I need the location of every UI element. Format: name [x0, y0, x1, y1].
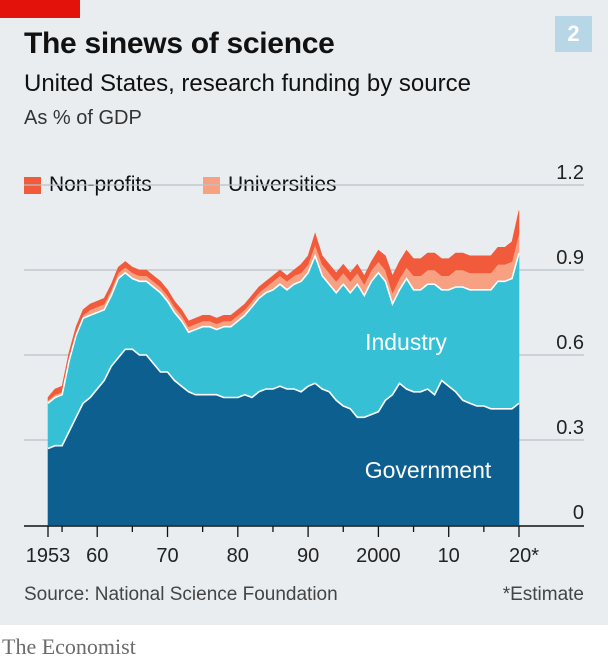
estimate-footnote: *Estimate: [502, 584, 584, 605]
y-tick-label: 0.3: [556, 417, 584, 439]
area-label-government: Government: [365, 457, 492, 483]
y-tick-label: 0.6: [556, 332, 584, 354]
x-tick-label: 70: [156, 545, 178, 567]
x-tick-label: 80: [227, 545, 249, 567]
separator-line-industry: [47, 252, 520, 404]
y-tick-label: 0: [573, 502, 584, 524]
area-nonprofits: [47, 210, 520, 401]
y-axis-labels: 0 0.3 0.6 0.9 1.2: [556, 162, 584, 524]
x-tick-label: 90: [297, 545, 319, 567]
x-tick-label: 60: [86, 545, 108, 567]
separator-line-government: [47, 348, 520, 450]
x-tick-label: 10: [438, 545, 460, 567]
x-tick-label: 20*: [509, 545, 539, 567]
y-tick-label: 1.2: [556, 162, 584, 184]
x-tick-label: 1953: [26, 545, 71, 567]
chart-number-badge: 2: [555, 16, 592, 52]
x-axis: 1953 60 70 80 90 2000 10 20*: [24, 525, 584, 567]
stacked-area-chart: 0 0.3 0.6 0.9 1.2 1953 60 70 80 90 2000 10 20* Indu…: [24, 162, 584, 567]
brand-flag: [0, 0, 80, 18]
x-tick-label: 2000: [356, 545, 401, 567]
area-layers: [47, 210, 520, 526]
chart-subtitle: United States, research funding by sourc…: [24, 70, 471, 97]
area-label-industry: Industry: [365, 329, 447, 355]
source-note: Source: National Science Foundation: [24, 584, 338, 605]
y-tick-label: 0.9: [556, 247, 584, 269]
chart-unit: As % of GDP: [24, 107, 142, 129]
publisher-brand: The Economist: [2, 634, 136, 659]
chart-title: The sinews of science: [24, 27, 335, 60]
